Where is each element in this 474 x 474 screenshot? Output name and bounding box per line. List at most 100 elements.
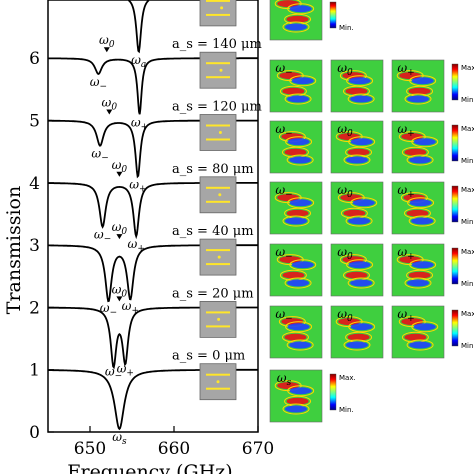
field-map (269, 0, 323, 41)
colorbar-gradient (451, 309, 459, 347)
field-map-label: ω0 (337, 307, 353, 324)
field-lobe (345, 271, 368, 279)
marker-triangle (106, 109, 113, 115)
field-map-label: ω− (275, 122, 292, 139)
colorbar-min-label: Min. (461, 342, 474, 350)
field-lobe-outline (411, 321, 439, 333)
field-lobe (291, 77, 314, 85)
colorbar: Min. (329, 1, 354, 32)
as-label: a_s = 120 μm (172, 100, 262, 115)
field-lobe-outline (285, 136, 313, 148)
structure-inset (199, 114, 237, 151)
colorbar-max-label: Max. (339, 374, 356, 382)
colorbar-max-label: Max. (461, 64, 474, 72)
field-lobe-outline (347, 277, 375, 289)
field-lobe (409, 341, 432, 349)
field-lobe (346, 341, 368, 349)
x-tick-label: 660 (158, 439, 190, 459)
field-lobe (348, 217, 371, 225)
inset-bar (206, 387, 230, 390)
y-tick-label: 2 (29, 298, 40, 318)
field-lobe-outline (406, 154, 434, 166)
field-lobe (404, 333, 427, 341)
colorbar: Max. Min. (329, 373, 356, 414)
field-map-label: ω0 (337, 183, 353, 200)
field-lobe (279, 72, 302, 80)
plot-frame (47, 0, 259, 433)
field-lobe (348, 261, 371, 269)
field-map-label: ω− (275, 307, 292, 324)
inset-background (199, 114, 237, 151)
colorbar-min-label: Min. (461, 218, 474, 226)
mode-label: ω− (100, 301, 117, 318)
field-lobe (399, 256, 422, 264)
marker-triangle (116, 296, 123, 302)
inset-dot (218, 131, 222, 134)
colorbar-gradient (451, 247, 459, 285)
field-lobe (348, 77, 371, 85)
x-tick-label: 670 (242, 439, 274, 459)
field-lobe (350, 323, 373, 331)
colorbar-gradient (451, 63, 459, 101)
field-lobe (345, 87, 368, 95)
field-map: ω− (269, 305, 323, 359)
field-map: ω− (269, 243, 323, 297)
field-lobe (277, 382, 300, 390)
field-lobe (413, 323, 436, 331)
field-lobe (347, 333, 370, 341)
plot-area: 650 660 670 0 1 2 3 4 5 6 Transmission Frequency (G… (3, 0, 274, 474)
field-lobe (340, 194, 363, 202)
mode-label: ωs (112, 430, 127, 447)
field-lobe-outline (287, 385, 315, 397)
field-lobe (282, 271, 305, 279)
field-lobe (350, 95, 373, 103)
inset-dot (217, 317, 221, 321)
colorbar-min-label: Min. (339, 406, 354, 414)
field-lobe (277, 0, 300, 8)
field-map: ω+ (391, 181, 445, 235)
field-map: ω+ (391, 120, 445, 174)
field-lobe (409, 199, 432, 207)
inset-bar (206, 311, 230, 314)
inset-background (199, 176, 237, 214)
field-lobe (279, 256, 302, 264)
field-lobe-outline (284, 93, 312, 105)
colorbar-max-label: Max. (461, 248, 474, 256)
marker-triangle (116, 234, 123, 240)
inset-background (199, 51, 237, 89)
field-lobe (350, 138, 373, 146)
field-lobe (346, 156, 368, 164)
field-lobe (399, 72, 422, 80)
colorbar-max-label: Max. (461, 125, 474, 133)
field-map-label: ω+ (397, 61, 414, 78)
mode-label: ω0 (112, 158, 128, 175)
y-tick-label: 4 (29, 174, 40, 194)
structure-inset (199, 176, 237, 214)
field-map-label: ω0 (337, 122, 353, 139)
field-lobe (404, 148, 427, 156)
field-map: ω+ (391, 305, 445, 359)
y-tick-label: 6 (29, 49, 40, 69)
mode-label: ω− (90, 75, 107, 92)
mode-label: ωa (131, 53, 146, 70)
field-map-label: ω+ (397, 245, 414, 262)
field-lobe (411, 217, 434, 225)
field-lobe (406, 209, 429, 217)
colorbar: Max. Min. (451, 185, 474, 226)
field-lobe-outline (343, 339, 371, 351)
inset-dot (219, 68, 223, 72)
field-map: ω+ (391, 243, 445, 297)
as-label: a_s = 140 μm (172, 37, 262, 52)
inset-bar (206, 0, 230, 2)
mode-label: ω− (91, 146, 108, 163)
field-lobe (287, 138, 310, 146)
mode-label: ω− (105, 364, 122, 381)
structure-inset (199, 0, 237, 27)
field-lobe-outline (350, 197, 378, 209)
colorbar-gradient (329, 373, 337, 411)
field-lobe (409, 156, 432, 164)
field-lobe (287, 323, 310, 331)
field-lobe-outline (347, 93, 375, 105)
marker-triangle (116, 171, 123, 177)
colorbar-max-label: Max. (461, 310, 474, 318)
